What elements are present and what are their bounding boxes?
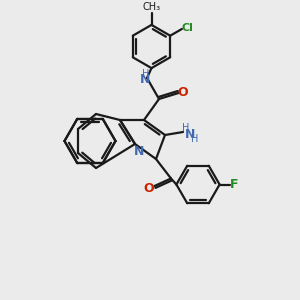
Text: N: N [140,73,151,86]
Text: Cl: Cl [182,23,193,33]
Text: O: O [178,86,188,99]
Text: H: H [191,134,198,144]
Text: N: N [184,128,195,141]
Text: O: O [144,182,154,196]
Text: CH₃: CH₃ [142,2,160,12]
Text: N: N [134,145,145,158]
Text: H: H [142,69,149,80]
Text: F: F [230,178,239,191]
Text: H: H [182,123,189,134]
